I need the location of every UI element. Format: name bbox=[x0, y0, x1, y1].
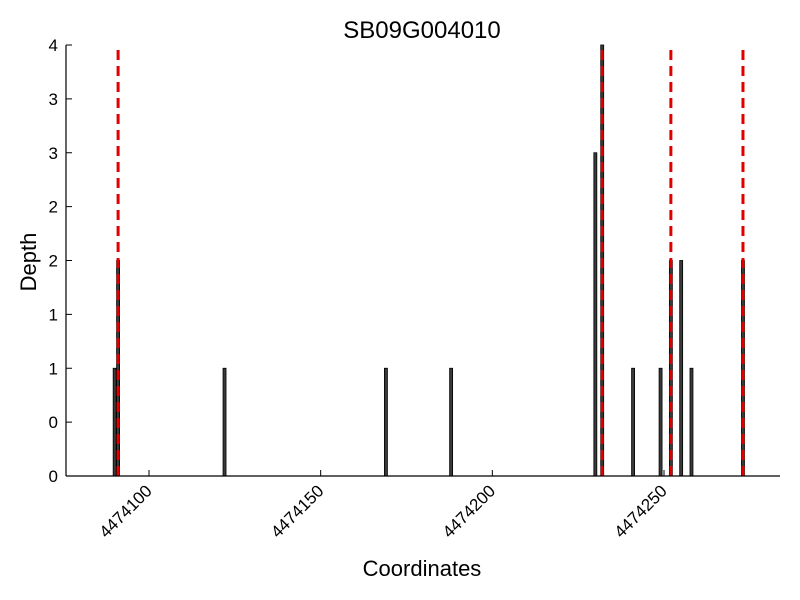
bar bbox=[222, 367, 227, 477]
y-tick-label: 1 bbox=[49, 305, 58, 324]
x-tick-label: 4474100 bbox=[96, 481, 156, 541]
y-tick-label: 3 bbox=[49, 144, 58, 163]
y-axis-label: Depth bbox=[16, 233, 41, 292]
x-tick-label: 4474200 bbox=[439, 481, 499, 541]
y-tick-label: 3 bbox=[49, 90, 58, 109]
x-tick-label: 4474250 bbox=[611, 481, 671, 541]
bar bbox=[593, 152, 598, 477]
axes bbox=[65, 45, 780, 477]
bar-group bbox=[112, 44, 745, 477]
y-tick-label: 2 bbox=[49, 252, 58, 271]
bar bbox=[631, 367, 635, 477]
bar bbox=[449, 367, 454, 477]
bar bbox=[383, 367, 388, 477]
x-tick-label: 4474150 bbox=[267, 481, 327, 541]
chart-title: SB09G004010 bbox=[343, 17, 500, 44]
y-tick-label: 0 bbox=[49, 467, 58, 486]
bar bbox=[658, 367, 663, 477]
x-axis-ticks: 4474100 4474150 4474200 4474250 bbox=[96, 470, 671, 542]
bar bbox=[112, 367, 117, 477]
y-tick-label: 2 bbox=[49, 198, 58, 217]
reference-line-group bbox=[116, 50, 745, 476]
x-axis-label: Coordinates bbox=[363, 556, 482, 581]
y-tick-label: 1 bbox=[49, 359, 58, 378]
y-tick-label: 4 bbox=[49, 36, 58, 55]
y-axis-ticks: 0 0 1 1 2 2 3 3 4 bbox=[49, 36, 72, 486]
bar bbox=[679, 260, 684, 477]
y-tick-label: 0 bbox=[49, 413, 58, 432]
bar bbox=[689, 367, 694, 477]
